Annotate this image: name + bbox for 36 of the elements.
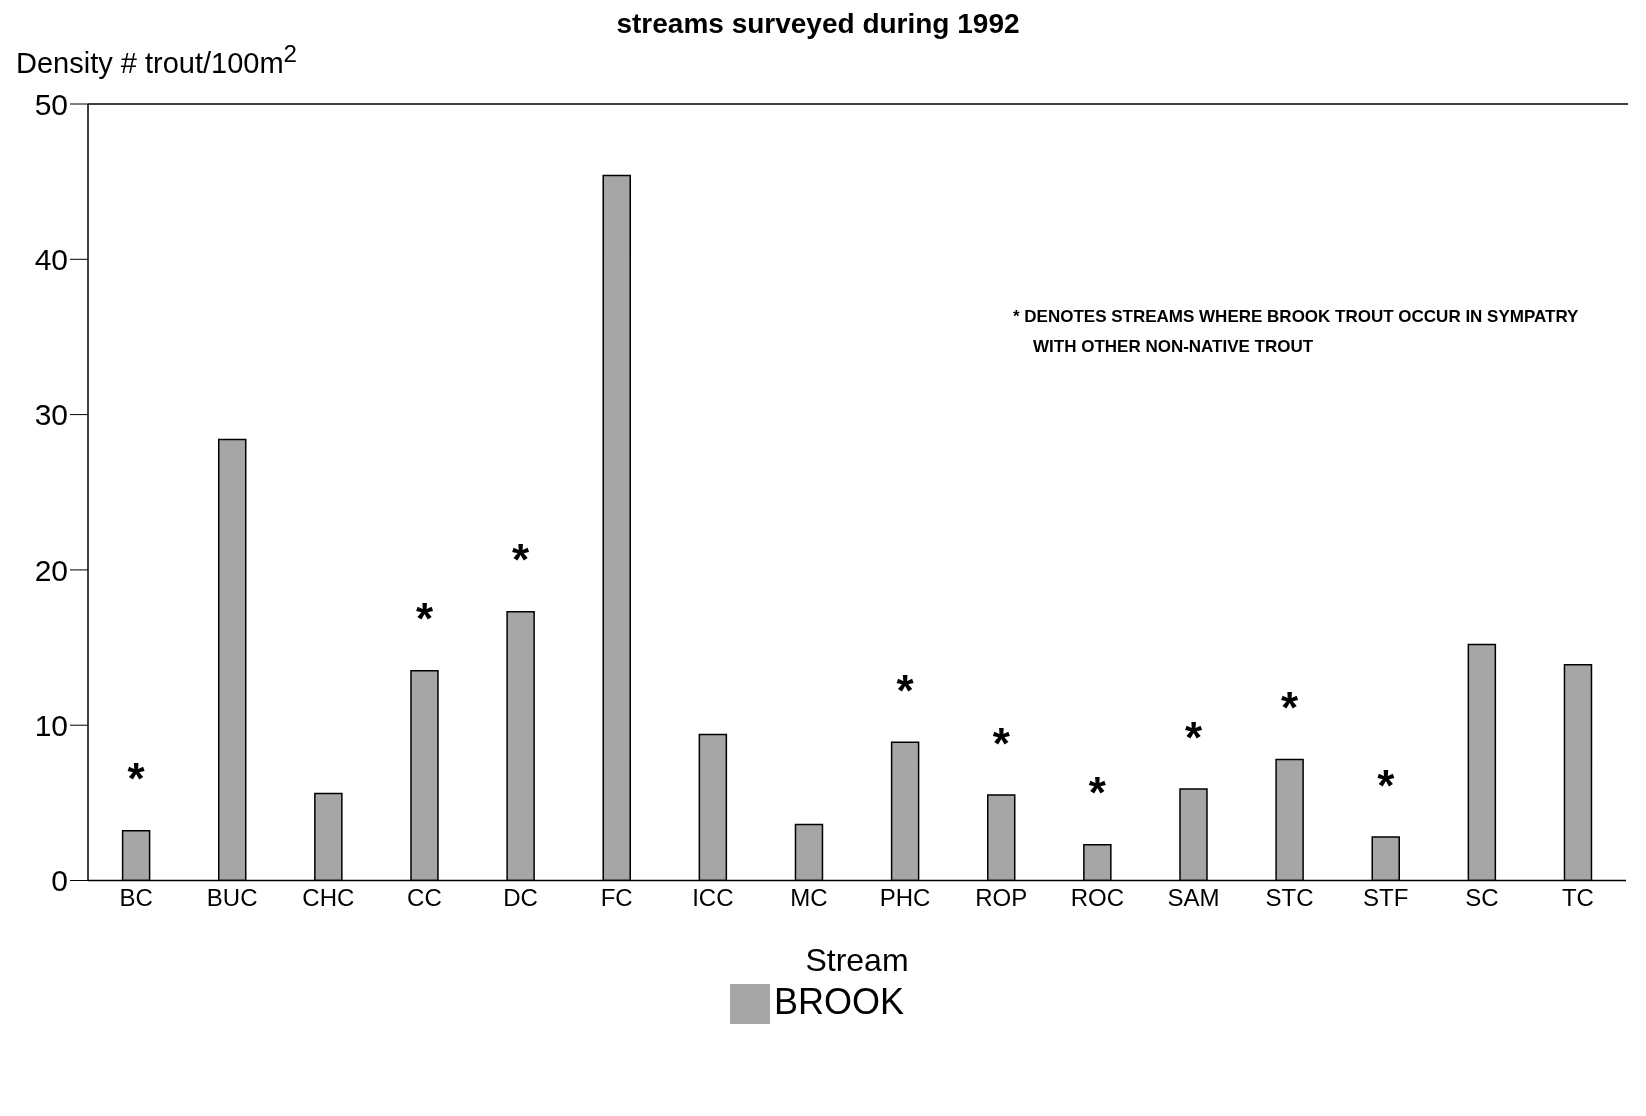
x-tick-label: MC: [790, 883, 828, 911]
annotation: *: [127, 754, 146, 804]
y-tick-label: 50: [34, 87, 68, 121]
chart-title: streams surveyed during 1992: [615, 8, 1021, 40]
annotation: *: [896, 665, 915, 715]
y-tick-label: 40: [34, 242, 68, 276]
y-axis-title: Density # trout/100m$^{2}$: [16, 40, 298, 79]
annotation: *: [512, 535, 530, 585]
x-tick-label: BC: [119, 883, 153, 911]
annotation: *: [1184, 712, 1203, 762]
x-tick-label: BUC: [206, 883, 258, 911]
x-tick-label: ICC: [692, 883, 734, 911]
x-tick-label: FC: [600, 883, 633, 911]
annotation: *: [1088, 768, 1107, 818]
x-axis-title: Stream: [805, 941, 909, 978]
x-tick-label: SAM: [1167, 883, 1220, 911]
annotation: * DENOTES STREAMS WHERE BROOK TROUT OCCUR IN SYMPATRY WITH OTHER NON-NATIVE TROUT: [1013, 306, 1580, 358]
x-tick-label: ROP: [975, 883, 1028, 911]
x-tick-label: CC: [407, 883, 442, 911]
annotation: *: [992, 718, 1011, 768]
x-tick-label: PHC: [879, 883, 931, 911]
annotation: *: [1377, 760, 1396, 810]
x-tick-label: TC: [1561, 883, 1594, 911]
y-tick-label: 10: [34, 708, 68, 742]
x-tick-label: SC: [1465, 883, 1499, 911]
y-tick-label: 0: [51, 864, 68, 898]
x-tick-label: ROC: [1070, 883, 1124, 911]
x-tick-label: DC: [503, 883, 538, 911]
legend-label: BROOK: [773, 980, 905, 1022]
x-tick-label: STC: [1265, 883, 1314, 911]
annotation: *: [1281, 683, 1299, 732]
x-tick-label: STF: [1363, 883, 1409, 911]
x-tick-label: CHC: [302, 883, 355, 911]
y-tick-label: 20: [34, 553, 68, 587]
annotation: *: [415, 594, 434, 644]
y-tick-label: 30: [34, 398, 68, 432]
